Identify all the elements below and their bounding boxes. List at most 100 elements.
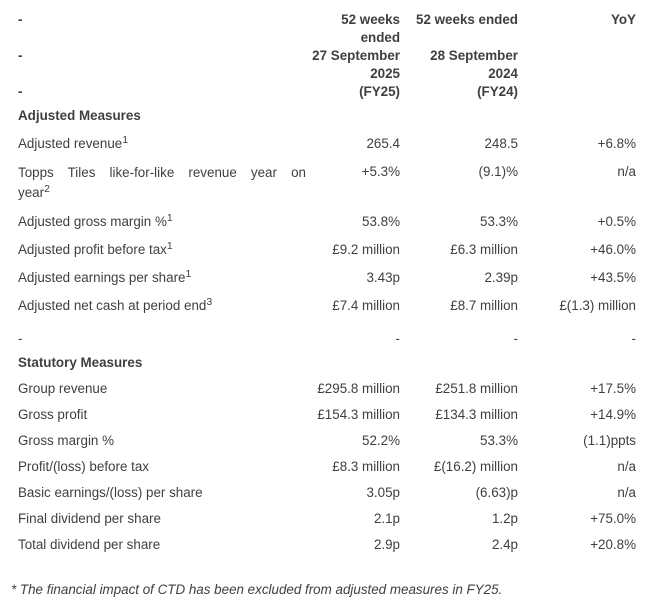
value-yoy: +75.0% xyxy=(590,511,636,526)
value-fy25: 2.9p xyxy=(373,537,400,552)
row-label: Total dividend per share xyxy=(18,528,306,554)
value-fy24: £6.3 million xyxy=(450,242,518,257)
value-fy24: 2.4p xyxy=(491,537,518,552)
table-header-row: - 52 weeks ended 52 weeks ended YoY xyxy=(18,11,636,47)
value-yoy: £(1.3) million xyxy=(559,298,636,313)
table-row: Final dividend per share 2.1p 1.2p +75.0% xyxy=(18,502,636,528)
value-fy25: 265.4 xyxy=(366,136,400,151)
value-yoy: (1.1)ppts xyxy=(583,433,636,448)
row-label-text: Basic earnings/(loss) per share xyxy=(18,485,203,500)
value-yoy: +6.8% xyxy=(597,136,636,151)
table-row: Group revenue £295.8 million £251.8 millio… xyxy=(18,372,636,398)
row-label-text: Profit/(loss) before tax xyxy=(18,459,149,474)
value-fy25: £154.3 million xyxy=(317,407,400,422)
row-label-text: year xyxy=(18,185,45,200)
header-fy25: 52 weeks ended xyxy=(341,12,400,45)
row-label: Adjusted revenue1 xyxy=(18,125,306,153)
value-fy24: (6.63)p xyxy=(475,485,518,500)
row-label: Adjusted earnings per share1 xyxy=(18,259,306,287)
value-yoy: +20.8% xyxy=(590,537,636,552)
header-yoy xyxy=(518,83,636,101)
footnote-ref: 1 xyxy=(166,240,173,252)
row-label: Adjusted gross margin %1 xyxy=(18,203,306,231)
row-label: Gross profit xyxy=(18,398,306,424)
row-label-text: Gross profit xyxy=(18,407,88,422)
header-label: - xyxy=(18,12,23,27)
divider-fy24: - xyxy=(513,331,518,346)
header-fy25: 27 September 2025 xyxy=(312,48,400,81)
value-yoy: +0.5% xyxy=(597,214,636,229)
header-yoy xyxy=(518,47,636,83)
footnote-ref: 3 xyxy=(206,296,213,308)
section-title: Statutory Measures xyxy=(18,355,143,370)
footnote-ref: 1 xyxy=(166,212,173,224)
footnote-ref: 1 xyxy=(122,134,129,146)
value-fy24: £134.3 million xyxy=(435,407,518,422)
section-title: Adjusted Measures xyxy=(18,108,141,123)
value-fy24: £251.8 million xyxy=(435,381,518,396)
table-row: Gross profit £154.3 million £134.3 million… xyxy=(18,398,636,424)
header-fy24: (FY24) xyxy=(477,84,518,99)
table-row: Adjusted profit before tax1 £9.2 million £… xyxy=(18,231,636,259)
value-yoy: n/a xyxy=(617,164,636,179)
divider-fy25: - xyxy=(395,331,400,346)
header-fy24: 28 September 2024 xyxy=(430,48,518,81)
value-fy25: 3.05p xyxy=(366,485,400,500)
value-fy24: 2.39p xyxy=(484,270,518,285)
table-row: Adjusted revenue1 265.4 248.5 +6.8% xyxy=(18,125,636,153)
table-header-row: - 27 September 2025 28 September 2024 xyxy=(18,47,636,83)
footnote: * The financial impact of CTD has been e… xyxy=(11,582,503,597)
row-label-text: Adjusted earnings per share xyxy=(18,270,186,285)
value-yoy: n/a xyxy=(617,485,636,500)
header-fy24: 52 weeks ended xyxy=(416,12,518,27)
header-label: - xyxy=(18,48,23,63)
divider-row: ---- xyxy=(18,315,636,348)
row-label-text: Adjusted revenue xyxy=(18,136,123,151)
section-header-row: Statutory Measures xyxy=(18,348,636,372)
header-yoy: YoY xyxy=(610,12,636,27)
footnote-ref: 2 xyxy=(44,183,50,195)
value-fy25: +5.3% xyxy=(361,164,400,179)
value-yoy: +17.5% xyxy=(590,381,636,396)
row-label: Topps Tiles like-for-like revenue year o… xyxy=(18,153,306,203)
value-fy24: 1.2p xyxy=(491,511,518,526)
row-label: Gross margin % xyxy=(18,424,306,450)
value-fy24: (9.1)% xyxy=(478,164,518,179)
row-label-line2: year2 xyxy=(18,183,306,203)
value-yoy: n/a xyxy=(617,459,636,474)
table-row: Basic earnings/(loss) per share 3.05p (6.6… xyxy=(18,476,636,502)
row-label-text: Total dividend per share xyxy=(18,537,161,552)
row-label: Basic earnings/(loss) per share xyxy=(18,476,306,502)
value-fy24: 248.5 xyxy=(484,136,518,151)
row-label-text: Group revenue xyxy=(18,381,108,396)
divider-label: - xyxy=(18,331,23,346)
table-header-row: - (FY25) (FY24) xyxy=(18,83,636,101)
row-label-text: Gross margin % xyxy=(18,433,114,448)
table-row: Topps Tiles like-for-like revenue year o… xyxy=(18,153,636,203)
row-label-text: Adjusted gross margin % xyxy=(18,214,167,229)
table-row: Adjusted net cash at period end3 £7.4 mil… xyxy=(18,287,636,315)
value-fy24: 53.3% xyxy=(480,214,518,229)
header-fy25: (FY25) xyxy=(359,84,400,99)
value-fy25: £295.8 million xyxy=(317,381,400,396)
value-fy25: 2.1p xyxy=(373,511,400,526)
row-label: Final dividend per share xyxy=(18,502,306,528)
row-label: Adjusted net cash at period end3 xyxy=(18,287,306,315)
table-row: Gross margin % 52.2% 53.3% (1.1)ppts xyxy=(18,424,636,450)
value-fy24: £(16.2) million xyxy=(433,459,518,474)
header-label: - xyxy=(18,84,23,99)
value-yoy: +43.5% xyxy=(590,270,636,285)
table-row: Adjusted gross margin %1 53.8% 53.3% +0.5% xyxy=(18,203,636,231)
value-fy24: 53.3% xyxy=(480,433,518,448)
value-fy25: 3.43p xyxy=(366,270,400,285)
footnote-ref: 1 xyxy=(185,268,192,280)
value-yoy: +14.9% xyxy=(590,407,636,422)
value-fy24: £8.7 million xyxy=(450,298,518,313)
row-label-text: Adjusted net cash at period end xyxy=(18,298,207,313)
row-label-text: Final dividend per share xyxy=(18,511,161,526)
row-label: Adjusted profit before tax1 xyxy=(18,231,306,259)
table-row: Profit/(loss) before tax £8.3 million £(16… xyxy=(18,450,636,476)
value-fy25: £7.4 million xyxy=(332,298,400,313)
value-fy25: £8.3 million xyxy=(332,459,400,474)
